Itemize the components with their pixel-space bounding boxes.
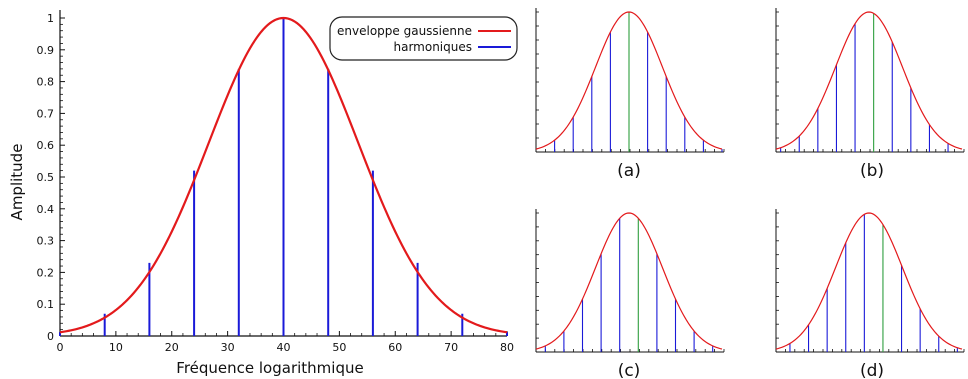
panel-b: (b)	[775, 8, 965, 181]
panel-c: (c)	[535, 209, 725, 379]
y-axis-title: Amplitude	[8, 144, 26, 221]
x-axis-title: Fréquence logarithmique	[176, 359, 363, 377]
y-tick-label: 0	[47, 330, 54, 343]
x-tick-label: 50	[332, 341, 346, 354]
panel-c-label: (c)	[618, 361, 641, 379]
x-tick-label: 30	[221, 341, 235, 354]
x-tick-label: 80	[500, 341, 514, 354]
panel-d-envelope-line	[775, 212, 963, 350]
x-tick-label: 10	[109, 341, 123, 354]
legend: enveloppe gaussienne harmoniques	[329, 16, 518, 61]
y-tick-label: 0.1	[37, 298, 55, 311]
y-tick-label: 0.5	[37, 171, 55, 184]
y-tick-label: 1	[47, 12, 54, 25]
y-tick-label: 0.8	[37, 76, 55, 89]
legend-box	[329, 16, 518, 61]
y-tick-label: 0.3	[37, 235, 55, 248]
panel-d: (d)	[775, 209, 965, 379]
y-tick-label: 0.2	[37, 266, 55, 279]
legend-label-envelope: enveloppe gaussienne	[337, 24, 472, 38]
panel-a: (a)	[535, 8, 725, 181]
y-tick-label: 0.9	[37, 44, 55, 57]
x-tick-label: 40	[277, 341, 291, 354]
x-tick-label: 0	[57, 341, 64, 354]
y-tick-label: 0.7	[37, 107, 55, 120]
main-envelope-line	[59, 16, 508, 334]
y-tick-label: 0.6	[37, 139, 55, 152]
y-tick-label: 0.4	[37, 203, 55, 216]
panel-a-envelope-line	[535, 11, 723, 150]
legend-label-harmonics: harmoniques	[393, 40, 472, 54]
x-tick-label: 60	[388, 341, 402, 354]
panel-d-label: (d)	[860, 361, 884, 379]
main-chart: 0 10 20 30 40 50 60 70 80 0 0.1 0.2 0.3 0.4 0.5 0.6 0.7 0…	[8, 10, 518, 377]
x-tick-label: 20	[165, 341, 179, 354]
panel-c-envelope-line	[535, 212, 723, 350]
main-harmonics	[59, 18, 508, 336]
panel-a-label: (a)	[617, 161, 641, 181]
x-tick-label: 70	[444, 341, 458, 354]
panel-b-label: (b)	[860, 161, 884, 181]
panel-b-envelope-line	[775, 11, 963, 150]
